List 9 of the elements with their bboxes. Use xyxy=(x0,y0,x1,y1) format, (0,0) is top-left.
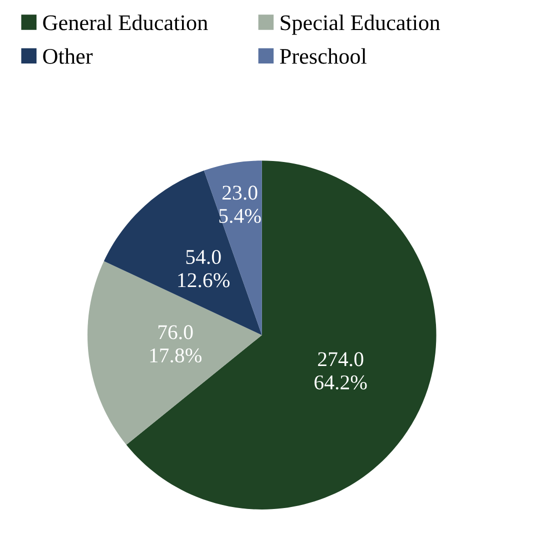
data-label: 54.0 12.6% xyxy=(178,250,230,288)
legend-label: Preschool xyxy=(280,48,367,64)
data-label: 274.0 64.2% xyxy=(314,352,367,390)
pie-slice xyxy=(126,160,436,510)
data-label: 23.0 5.4% xyxy=(219,186,261,224)
legend-label: General Education xyxy=(43,14,208,30)
legend-label: Other xyxy=(43,48,93,64)
legend-label: Special Education xyxy=(280,14,440,35)
data-label: 76.0 17.8% xyxy=(150,325,202,363)
